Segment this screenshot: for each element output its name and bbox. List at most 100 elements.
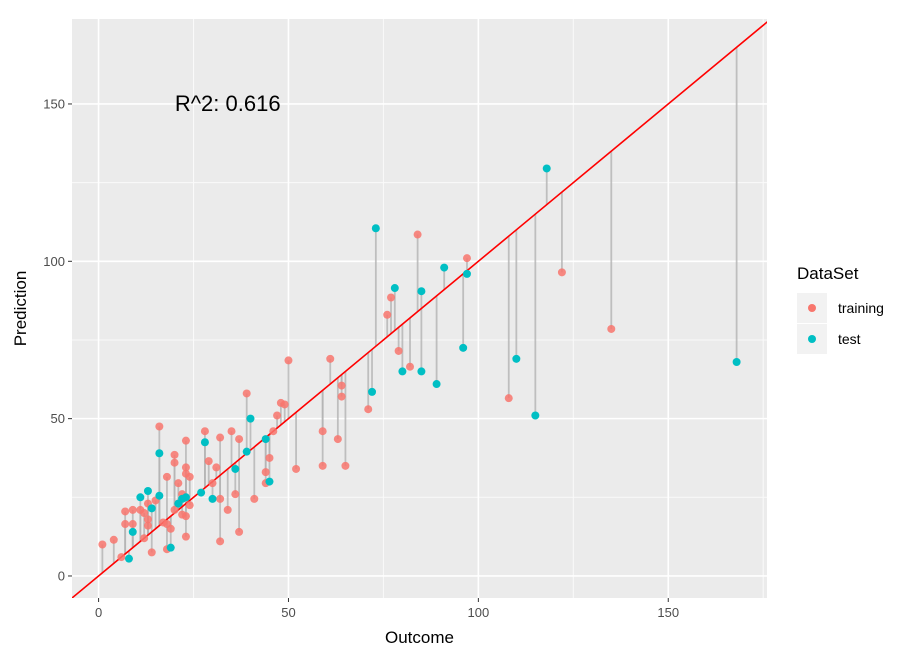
point-training [231,490,240,499]
r-squared-annotation: R^2: 0.616 [175,91,281,116]
point-test [440,263,449,272]
point-test [417,287,426,296]
point-test [128,527,137,536]
legend: DataSet training test [797,264,884,354]
point-training [413,230,422,239]
point-training [98,540,107,549]
y-tick-label: 150 [43,96,65,111]
point-training [212,463,221,472]
point-test [231,464,240,473]
point-training [181,436,190,445]
point-training [318,461,327,470]
point-test [417,367,426,376]
point-test [155,449,164,458]
point-training [170,450,179,459]
point-test [208,494,217,503]
point-training [170,458,179,467]
point-training [143,515,152,524]
x-tick-label: 0 [95,605,102,620]
point-training [387,293,396,302]
point-training [208,479,217,488]
point-training [166,524,175,533]
point-training [109,535,118,544]
point-training [269,427,278,436]
point-test [371,224,380,233]
point-training [216,433,225,442]
point-training [235,435,244,444]
point-training [250,494,259,503]
x-tick-label: 50 [281,605,295,620]
point-training [140,509,149,518]
point-training [170,505,179,514]
y-axis: 0 50 100 150 [43,96,72,583]
point-test [368,387,377,396]
x-tick-label: 150 [657,605,679,620]
point-test [124,554,133,563]
point-training [117,553,126,562]
point-training [406,362,415,371]
point-test [432,380,441,389]
point-training [280,400,289,409]
point-test [462,269,471,278]
x-axis-title: Outcome [385,628,454,647]
point-training [162,472,171,481]
point-training [504,394,513,403]
point-test [181,493,190,502]
point-training [261,468,270,477]
point-test [197,488,206,497]
point-test [531,411,540,420]
point-test [459,343,468,352]
point-training [273,411,282,420]
point-training [128,520,137,529]
point-training [607,324,616,333]
legend-title: DataSet [797,264,859,283]
point-training [265,453,274,462]
legend-swatch-test [808,335,816,343]
x-axis: 0 50 100 150 [95,598,679,620]
point-training [181,463,190,472]
point-test [143,487,152,496]
point-training [121,507,130,516]
legend-label-training: training [838,300,884,316]
point-training [235,527,244,536]
point-test [732,357,741,366]
point-training [181,532,190,541]
point-training [284,356,293,365]
point-test [242,447,251,456]
point-test [542,164,551,173]
y-axis-title: Prediction [11,271,30,347]
grid-major [72,19,767,598]
point-test [200,438,209,447]
point-training [200,427,209,436]
point-training [174,479,183,488]
point-training [337,392,346,401]
point-training [143,521,152,530]
point-training [147,548,156,557]
point-test [155,491,164,500]
point-training [140,534,149,543]
point-test [265,477,274,486]
point-training [185,472,194,481]
point-training [242,389,251,398]
y-tick-label: 0 [58,568,65,583]
point-test [390,284,399,293]
point-training [223,505,232,514]
point-test [136,493,145,502]
point-training [128,505,137,514]
point-training [121,520,130,529]
point-training [383,310,392,319]
point-test [261,435,270,444]
y-tick-label: 100 [43,254,65,269]
legend-label-test: test [838,331,861,347]
point-training [181,512,190,521]
point-training [216,494,225,503]
data-points [98,164,741,563]
point-test [512,354,521,363]
point-training [462,254,471,263]
legend-swatch-training [808,304,816,312]
point-training [394,346,403,355]
y-tick-label: 50 [51,411,65,426]
point-training [337,381,346,390]
point-test [246,414,255,423]
point-training [333,435,342,444]
